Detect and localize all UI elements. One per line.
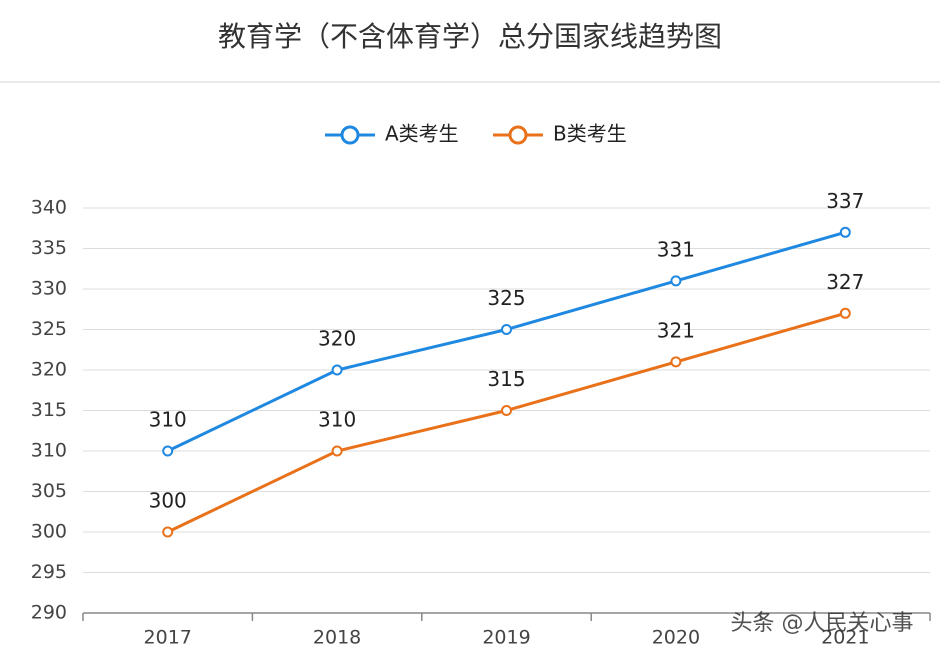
data-label: 300 [149, 489, 187, 513]
legend-marker [340, 125, 360, 145]
point [839, 307, 851, 319]
y-tick-label: 295 [31, 561, 67, 583]
point [162, 445, 174, 457]
legend-label: A类考生 [385, 122, 459, 146]
point [501, 324, 512, 335]
data-label: 315 [487, 367, 525, 391]
point [331, 364, 343, 376]
point [162, 526, 174, 538]
y-tick-label: 330 [31, 278, 67, 300]
data-label: 325 [487, 286, 525, 310]
data-label: 331 [657, 237, 695, 261]
data-label: 320 [318, 327, 356, 351]
point [501, 405, 512, 416]
y-tick-label: 310 [31, 440, 67, 462]
point [670, 356, 682, 368]
x-tick-label: 2019 [482, 627, 530, 649]
x-tick-label: 2021 [821, 627, 869, 649]
y-tick-label: 320 [31, 359, 67, 381]
point [670, 275, 682, 287]
data-label: 310 [318, 408, 356, 432]
x-tick-label: 2017 [144, 627, 192, 649]
point [839, 226, 851, 238]
y-tick-label: 300 [31, 521, 67, 543]
chart-title: 教育学（不含体育学）总分国家线趋势图 [218, 20, 722, 53]
data-label: 321 [657, 318, 695, 342]
x-tick-label: 2020 [652, 627, 700, 649]
legend-marker [508, 125, 528, 145]
y-tick-label: 315 [31, 399, 67, 421]
watermark: 头条 @人民关心事 [731, 611, 914, 636]
y-tick-label: 305 [31, 480, 67, 502]
y-tick-label: 340 [31, 197, 67, 219]
y-tick-label: 335 [31, 237, 67, 259]
data-label: 310 [149, 408, 187, 432]
y-tick-label: 325 [31, 318, 67, 340]
legend-label: B类考生 [553, 122, 627, 146]
x-tick-label: 2018 [313, 627, 361, 649]
data-label: 327 [826, 270, 864, 294]
point [331, 445, 343, 457]
data-label: 337 [826, 189, 864, 213]
y-tick-label: 290 [31, 602, 67, 624]
